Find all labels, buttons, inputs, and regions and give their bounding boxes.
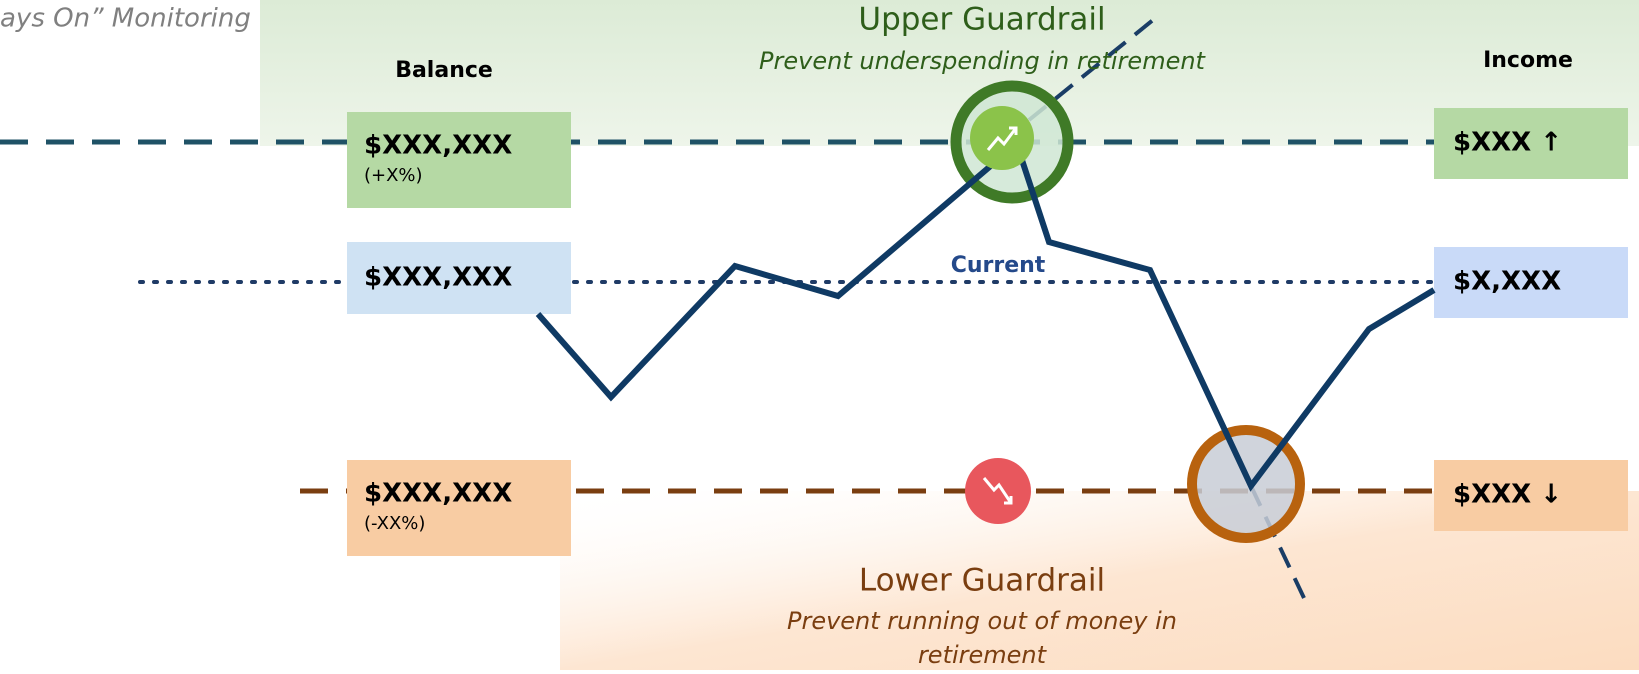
up-icon-arrow — [1009, 126, 1018, 135]
balance-value: $XXX,XXX — [364, 263, 512, 293]
balance-path — [535, 154, 1436, 492]
up-icon-arrow — [986, 127, 1018, 151]
income-box — [1434, 247, 1628, 318]
lower-title: Lower Guardrail — [859, 563, 1105, 599]
upper-subtitle: Prevent underspending in retirement — [759, 47, 1207, 75]
balance-value: $XXX,XXX — [364, 131, 512, 161]
column-header: Balance — [395, 58, 493, 83]
balance-change: (-XX%) — [364, 513, 425, 534]
trend-up — [1027, 14, 1160, 122]
up-icon — [970, 106, 1034, 170]
column-header: Income — [1483, 48, 1573, 73]
balance-change: (+X%) — [364, 165, 423, 186]
down-icon — [965, 458, 1031, 524]
balance-box — [347, 460, 571, 556]
lower-subtitle: Prevent running out of money in — [787, 607, 1177, 635]
income-box — [1434, 460, 1628, 531]
balance-box — [347, 112, 571, 208]
balance-value: $XXX,XXX — [364, 479, 512, 509]
down-icon-arrow — [1004, 496, 1013, 505]
upper-title: Upper Guardrail — [858, 2, 1105, 38]
balance-box — [347, 242, 571, 314]
income-value: $XXX ↑ — [1453, 128, 1562, 158]
lower-subtitle: retirement — [918, 641, 1048, 669]
down-icon-arrow — [982, 477, 1013, 504]
income-box — [1434, 108, 1628, 179]
page-title: ays On” Monitoring — [0, 4, 251, 34]
income-value: $X,XXX — [1453, 267, 1561, 297]
income-value: $XXX ↓ — [1453, 480, 1562, 510]
current-label: Current — [951, 253, 1046, 278]
